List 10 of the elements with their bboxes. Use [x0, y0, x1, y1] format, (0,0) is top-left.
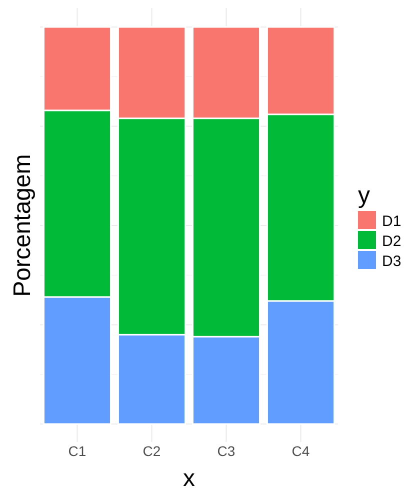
y-axis-title: Porcentagem	[9, 154, 36, 297]
x-tick-label: C3	[217, 443, 236, 459]
legend-label: D3	[382, 253, 402, 270]
text: D2	[382, 233, 402, 250]
x-tick-label: C1	[68, 443, 86, 459]
legend-label: D1	[382, 213, 402, 230]
x-tick-label: C4	[292, 443, 310, 459]
legend-title: y	[358, 182, 370, 209]
x-axis-title: x	[183, 465, 195, 492]
x-tick-label: C2	[142, 443, 161, 459]
